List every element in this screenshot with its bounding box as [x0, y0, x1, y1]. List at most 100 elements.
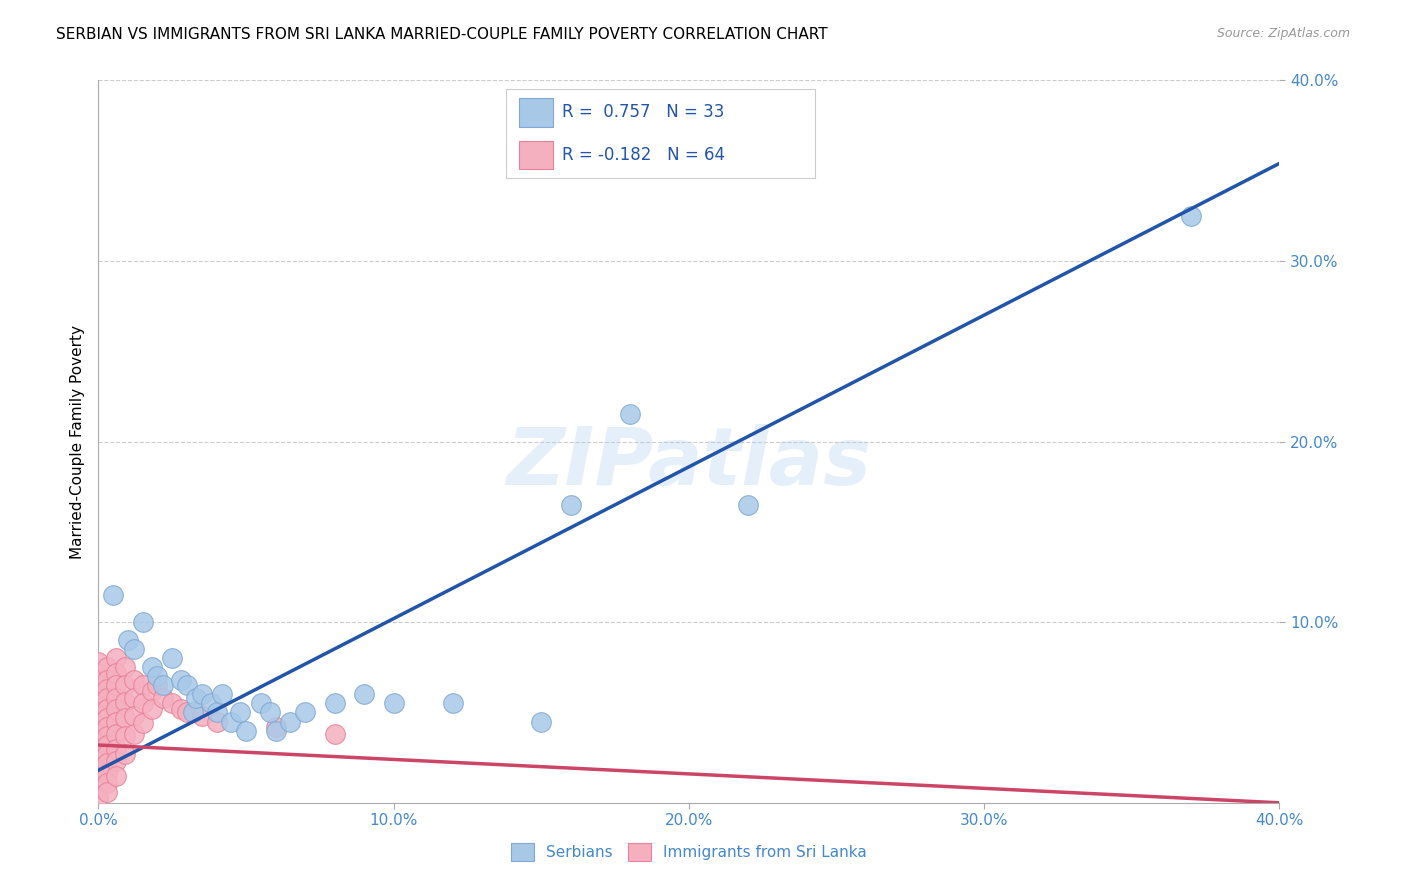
- Point: [87, 745, 110, 759]
- Point: [105, 754, 128, 768]
- Point: [114, 711, 136, 725]
- Point: [152, 691, 174, 706]
- Point: [1180, 209, 1202, 223]
- Point: [105, 741, 128, 756]
- Point: [96, 673, 118, 687]
- Point: [181, 706, 204, 720]
- Point: [323, 727, 346, 741]
- Point: [132, 615, 155, 630]
- Point: [141, 683, 163, 698]
- Point: [530, 714, 553, 729]
- FancyBboxPatch shape: [519, 98, 553, 127]
- Point: [96, 767, 118, 781]
- Point: [114, 729, 136, 743]
- Point: [96, 711, 118, 725]
- Point: [87, 781, 110, 796]
- Point: [259, 706, 281, 720]
- Point: [132, 716, 155, 731]
- Point: [105, 678, 128, 692]
- Point: [103, 588, 125, 602]
- Point: [176, 706, 198, 720]
- Point: [114, 747, 136, 761]
- Point: [87, 790, 110, 805]
- Point: [146, 669, 169, 683]
- Point: [96, 702, 118, 716]
- Point: [87, 691, 110, 706]
- Point: [205, 714, 228, 729]
- Point: [235, 723, 257, 738]
- Point: [162, 651, 183, 665]
- Text: ZIPatlas: ZIPatlas: [506, 425, 872, 502]
- Point: [737, 498, 759, 512]
- Point: [141, 702, 163, 716]
- Point: [152, 678, 174, 692]
- Point: [170, 702, 193, 716]
- Point: [87, 665, 110, 680]
- Text: R =  0.757   N = 33: R = 0.757 N = 33: [562, 103, 724, 121]
- Point: [105, 665, 128, 680]
- Point: [96, 681, 118, 696]
- Point: [191, 687, 214, 701]
- Point: [122, 727, 145, 741]
- Point: [96, 738, 118, 752]
- FancyBboxPatch shape: [519, 141, 553, 169]
- Point: [96, 660, 118, 674]
- Point: [117, 633, 139, 648]
- Text: Source: ZipAtlas.com: Source: ZipAtlas.com: [1216, 27, 1350, 40]
- Point: [87, 709, 110, 723]
- Point: [250, 697, 273, 711]
- Point: [87, 700, 110, 714]
- Point: [560, 498, 582, 512]
- Point: [87, 736, 110, 750]
- Legend: Serbians, Immigrants from Sri Lanka: Serbians, Immigrants from Sri Lanka: [505, 837, 873, 867]
- Point: [211, 687, 233, 701]
- Point: [114, 695, 136, 709]
- Point: [176, 678, 198, 692]
- Point: [146, 678, 169, 692]
- Point: [382, 697, 405, 711]
- Point: [162, 697, 183, 711]
- Point: [96, 756, 118, 770]
- Point: [96, 729, 118, 743]
- Point: [229, 706, 252, 720]
- Point: [87, 772, 110, 787]
- Point: [264, 720, 287, 734]
- Y-axis label: Married-Couple Family Poverty: Married-Couple Family Poverty: [69, 325, 84, 558]
- Point: [294, 706, 316, 720]
- Point: [264, 723, 287, 738]
- Point: [122, 642, 145, 657]
- Point: [132, 697, 155, 711]
- Point: [87, 718, 110, 732]
- Point: [96, 747, 118, 761]
- Point: [619, 408, 641, 422]
- Point: [141, 660, 163, 674]
- Point: [122, 691, 145, 706]
- Point: [105, 727, 128, 741]
- Point: [96, 785, 118, 799]
- Point: [280, 714, 302, 729]
- Point: [170, 673, 193, 687]
- Point: [441, 697, 464, 711]
- Point: [96, 691, 118, 706]
- Point: [200, 697, 222, 711]
- Point: [184, 691, 207, 706]
- Point: [87, 727, 110, 741]
- Point: [132, 678, 155, 692]
- Point: [323, 697, 346, 711]
- Point: [122, 673, 145, 687]
- Text: SERBIAN VS IMMIGRANTS FROM SRI LANKA MARRIED-COUPLE FAMILY POVERTY CORRELATION C: SERBIAN VS IMMIGRANTS FROM SRI LANKA MAR…: [56, 27, 828, 42]
- Point: [205, 706, 228, 720]
- Point: [87, 754, 110, 768]
- Point: [96, 720, 118, 734]
- Point: [105, 702, 128, 716]
- Point: [87, 681, 110, 696]
- Point: [96, 776, 118, 790]
- Point: [87, 764, 110, 778]
- Point: [105, 769, 128, 783]
- Point: [114, 660, 136, 674]
- Point: [114, 678, 136, 692]
- Point: [122, 709, 145, 723]
- Point: [105, 714, 128, 729]
- Point: [221, 714, 243, 729]
- Point: [105, 691, 128, 706]
